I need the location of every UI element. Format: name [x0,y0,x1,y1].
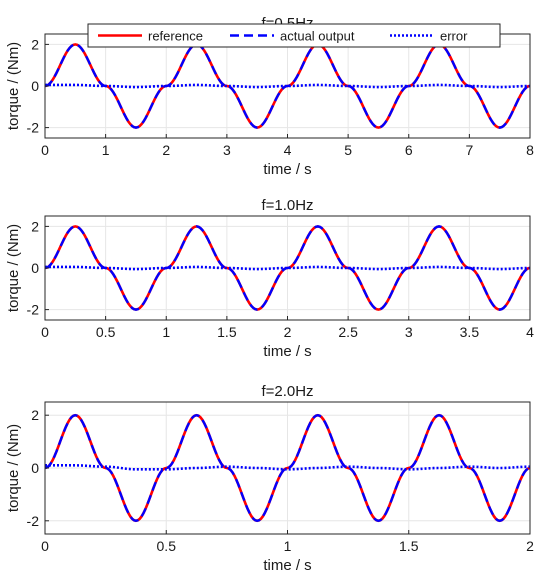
y-axis-label: torque / (Nm) [5,224,22,312]
x-tick-label: 0.5 [96,324,116,340]
y-tick-label: -2 [27,513,40,529]
x-tick-label: 4 [526,324,534,340]
chart-title: f=2.0Hz [261,383,313,400]
y-axis-label: torque / (Nm) [5,42,22,130]
x-tick-label: 2 [284,324,292,340]
series-line-dotted [45,83,530,89]
series-line-dashed [45,225,530,311]
y-tick-label: -2 [27,302,40,318]
y-tick-label: 2 [31,218,39,234]
y-axis-label: torque / (Nm) [5,424,22,512]
x-tick-label: 1 [102,142,110,158]
legend-box [87,23,501,48]
x-tick-label: 0.5 [157,538,177,554]
y-tick-label: 2 [31,407,39,423]
x-tick-label: 3 [223,142,231,158]
legend-label: actual output [280,29,355,44]
x-tick-label: 1.5 [399,538,419,554]
y-tick-label: 0 [31,78,39,94]
legend: reference actual output error [87,23,501,48]
x-tick-label: 5 [344,142,352,158]
x-tick-label: 8 [526,142,534,158]
legend-label: reference [148,29,203,44]
x-tick-label: 2.5 [338,324,358,340]
x-axis-label: time / s [263,343,311,360]
series-line-dotted [45,265,530,271]
x-tick-label: 0 [41,142,49,158]
y-tick-label: 2 [31,36,39,52]
x-tick-label: 1.5 [217,324,237,340]
x-tick-label: 3.5 [460,324,480,340]
x-tick-label: 0 [41,324,49,340]
x-tick-label: 1 [162,324,170,340]
x-tick-label: 0 [41,538,49,554]
x-tick-label: 2 [526,538,534,554]
x-axis-label: time / s [263,557,311,574]
x-tick-label: 7 [465,142,473,158]
x-tick-label: 2 [162,142,170,158]
series-line-dotted [45,464,530,471]
x-tick-label: 1 [284,538,292,554]
series-line-dashed [45,43,530,129]
y-tick-label: -2 [27,120,40,136]
x-tick-label: 4 [284,142,292,158]
chart-title: f=1.0Hz [261,197,313,214]
x-tick-label: 6 [405,142,413,158]
y-tick-label: 0 [31,260,39,276]
x-tick-label: 3 [405,324,413,340]
series-line-dashed [45,413,530,523]
x-axis-label: time / s [263,161,311,178]
y-tick-label: 0 [31,460,39,476]
legend-label: error [440,29,468,44]
